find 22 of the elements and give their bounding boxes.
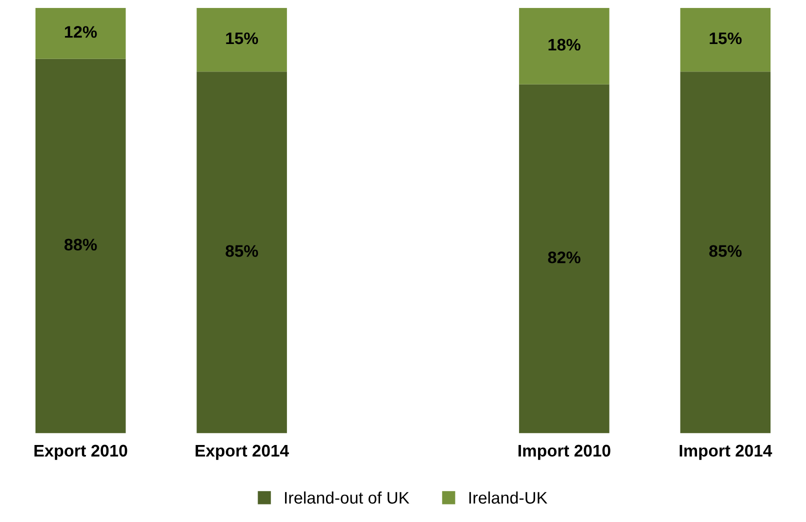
x-tick-label: Import 2010	[518, 444, 610, 460]
data-label: 88%	[64, 238, 97, 251]
data-label: 82%	[548, 252, 580, 264]
x-tick-label: Import 2014	[680, 444, 772, 460]
data-label: 85%	[709, 245, 742, 257]
data-label: 12%	[64, 26, 97, 38]
bar	[35, 58, 126, 434]
bar	[196, 72, 287, 434]
data-label: 15%	[226, 32, 258, 44]
legend-label: Ireland-UK	[469, 491, 548, 504]
data-label: 15%	[710, 32, 742, 44]
data-label: 85%	[226, 245, 258, 257]
x-tick-label: Export 2014	[196, 444, 289, 460]
bar	[196, 8, 287, 72]
bar	[680, 8, 771, 72]
bar	[35, 8, 126, 59]
bar	[519, 84, 610, 434]
bar	[680, 72, 771, 434]
bar	[519, 8, 610, 84]
x-tick-label: Export 2010	[34, 444, 128, 460]
data-label: 18%	[548, 38, 580, 51]
legend-label: Ireland-out of UK	[285, 491, 410, 504]
